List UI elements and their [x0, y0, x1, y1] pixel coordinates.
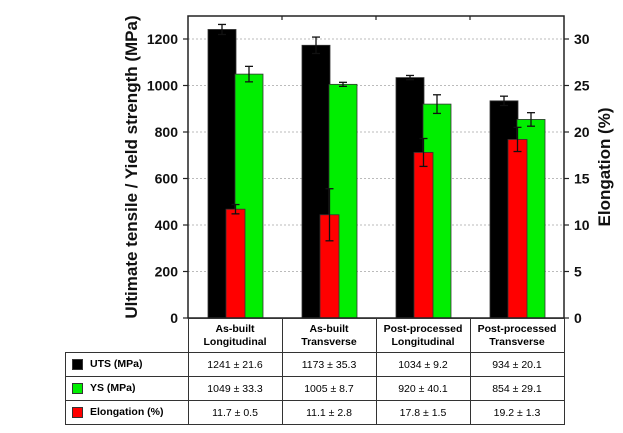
data-table: As-built Longitudinal As-built Transverse … — [65, 318, 565, 425]
y-tick-label: 1200 — [147, 31, 178, 47]
col-header: As-built Transverse — [281, 318, 377, 353]
table-row-uts: UTS (MPa) 1241 ± 21.6 1173 ± 35.3 1034 ±… — [65, 352, 565, 377]
y2-axis-title: Elongation (%) — [595, 108, 614, 227]
y2-tick-label: 25 — [574, 78, 590, 94]
table-cell: 19.2 ± 1.3 — [469, 400, 565, 425]
bar-elongation — [413, 152, 434, 319]
table-cell: 1173 ± 35.3 — [281, 352, 377, 377]
col-header: Post-processed Longitudinal — [375, 318, 471, 353]
y-tick-label: 0 — [170, 310, 178, 326]
y2-tick-label: 5 — [574, 264, 582, 280]
legend-entry-ys: YS (MPa) — [65, 376, 189, 401]
y-tick-label: 200 — [155, 264, 179, 280]
table-cell: 1049 ± 33.3 — [187, 376, 283, 401]
error-bars — [218, 23, 535, 242]
legend-swatch-black — [72, 359, 83, 371]
bar-elongation — [507, 139, 528, 319]
y-tick-label: 800 — [155, 124, 179, 140]
y-tick-label: 1000 — [147, 78, 178, 94]
table-cell: 934 ± 20.1 — [469, 352, 565, 377]
table-cell: 920 ± 40.1 — [375, 376, 471, 401]
y-tick-label: 400 — [155, 217, 179, 233]
y-axis-title: Ultimate tensile / Yield strength (MPa) — [122, 15, 141, 318]
table-cell: 11.7 ± 0.5 — [187, 400, 283, 425]
y2-tick-label: 20 — [574, 124, 590, 140]
legend-entry-elongation: Elongation (%) — [65, 400, 189, 425]
legend-swatch-green — [72, 383, 83, 395]
table-cell: 854 ± 29.1 — [469, 376, 565, 401]
table-cell: 1241 ± 21.6 — [187, 352, 283, 377]
table-row-elongation: Elongation (%) 11.7 ± 0.5 11.1 ± 2.8 17.… — [65, 400, 565, 425]
table-cell: 1005 ± 8.7 — [281, 376, 377, 401]
y2-tick-label: 30 — [574, 31, 590, 47]
legend-swatch-red — [72, 407, 83, 419]
legend-entry-uts: UTS (MPa) — [65, 352, 189, 377]
bars — [207, 29, 546, 319]
col-header: Post-processed Transverse — [469, 318, 565, 353]
table-cell: 1034 ± 9.2 — [375, 352, 471, 377]
axis-ticks: 0 200 400 600 800 1000 1200 0 5 10 15 20 25 30 — [147, 16, 590, 326]
table-cell: 11.1 ± 2.8 — [281, 400, 377, 425]
y2-tick-label: 15 — [574, 171, 590, 187]
table-corner — [65, 318, 189, 353]
y-tick-label: 600 — [155, 171, 179, 187]
bar-elongation — [225, 208, 246, 319]
table-row-ys: YS (MPa) 1049 ± 33.3 1005 ± 8.7 920 ± 40… — [65, 376, 565, 401]
y2-tick-label: 10 — [574, 217, 590, 233]
col-header: As-built Longitudinal — [187, 318, 283, 353]
table-cell: 17.8 ± 1.5 — [375, 400, 471, 425]
table-header-row: As-built Longitudinal As-built Transverse … — [65, 318, 565, 353]
y2-tick-label: 0 — [574, 310, 582, 326]
